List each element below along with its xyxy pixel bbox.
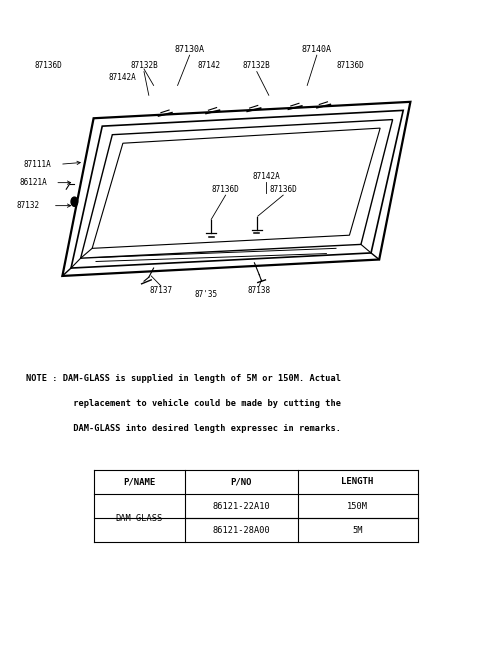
Text: 87'35: 87'35	[195, 290, 218, 300]
Text: 150M: 150M	[347, 502, 368, 510]
Text: 87136D: 87136D	[34, 61, 62, 70]
Text: 87136D: 87136D	[269, 185, 297, 194]
Polygon shape	[81, 120, 393, 258]
Text: P/NAME: P/NAME	[123, 478, 156, 486]
Text: 87132B: 87132B	[243, 61, 271, 70]
Text: DAM-GLASS into desired length expressec in remarks.: DAM-GLASS into desired length expressec …	[26, 424, 341, 434]
Text: 87142A: 87142A	[252, 171, 280, 181]
Text: 86121A: 86121A	[19, 178, 47, 187]
Text: 87136D: 87136D	[336, 61, 364, 70]
Text: 87138: 87138	[248, 286, 271, 295]
Text: 86121-28A00: 86121-28A00	[212, 526, 270, 535]
Text: replacement to vehicle could be made by cutting the: replacement to vehicle could be made by …	[26, 399, 341, 409]
Text: 87136D: 87136D	[212, 185, 240, 194]
Text: NOTE : DAM-GLASS is supplied in length of 5M or 150M. Actual: NOTE : DAM-GLASS is supplied in length o…	[26, 374, 341, 384]
Text: 87142A: 87142A	[108, 73, 136, 82]
Text: 87142: 87142	[197, 61, 220, 70]
Text: 86121-22A10: 86121-22A10	[212, 502, 270, 510]
Polygon shape	[71, 110, 403, 268]
Circle shape	[71, 197, 78, 206]
Text: 87132B: 87132B	[130, 61, 158, 70]
Polygon shape	[62, 102, 410, 276]
Text: 87130A: 87130A	[175, 45, 204, 54]
Text: 87140A: 87140A	[302, 45, 332, 54]
Text: 87111A: 87111A	[24, 160, 52, 169]
Text: 87132: 87132	[17, 201, 40, 210]
Text: P/NO: P/NO	[230, 478, 252, 486]
Text: DAM-GLASS: DAM-GLASS	[116, 514, 163, 522]
Text: 87137: 87137	[149, 286, 172, 295]
Text: 5M: 5M	[352, 526, 363, 535]
Text: LENGTH: LENGTH	[341, 478, 374, 486]
